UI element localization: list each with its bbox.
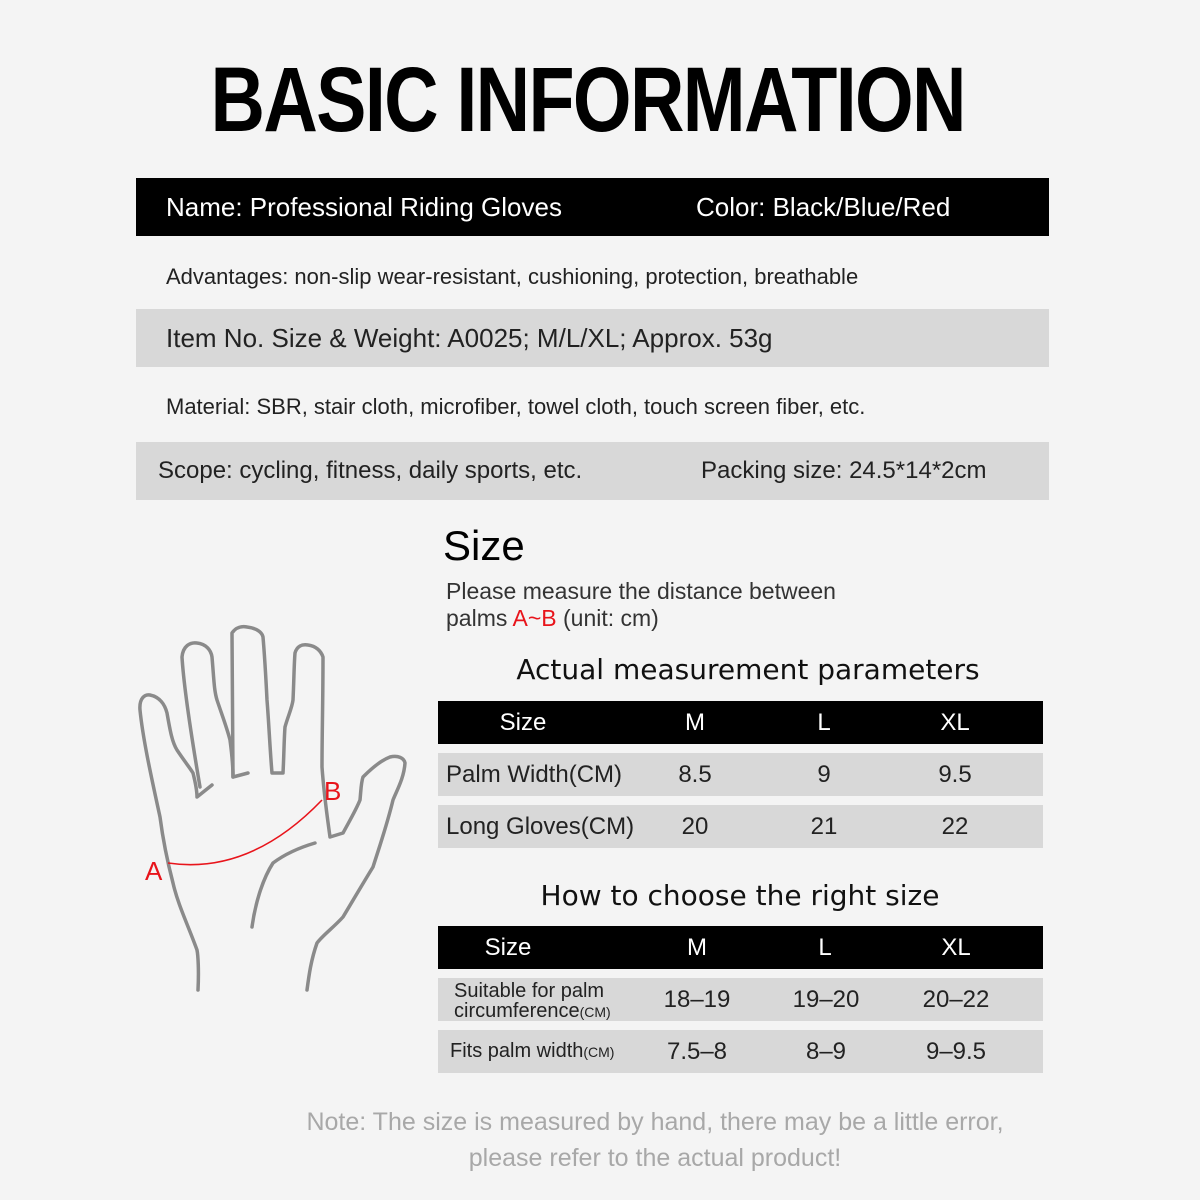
packing-size: Packing size: 24.5*14*2cm <box>701 457 987 484</box>
table-row: Suitable for palm circumference(CM) 18–1… <box>438 978 1043 1021</box>
product-name: Name: Professional Riding Gloves <box>166 192 562 222</box>
header-m: M <box>687 934 707 961</box>
cell: 20–22 <box>922 986 990 1013</box>
instruction-line-1: Please measure the distance between <box>446 578 836 604</box>
name-color-band: Name: Professional Riding Gloves Color: … <box>136 178 1049 236</box>
unit: (CM) <box>583 1044 615 1060</box>
label-line: circumference <box>454 1000 580 1022</box>
instruction-line-2: palms A~B (unit: cm) <box>446 605 836 632</box>
table2-title: How to choose the right size <box>540 879 940 912</box>
header-l: L <box>817 709 831 736</box>
table-row: Fits palm width(CM) 7.5–8 8–9 9–9.5 <box>438 1030 1043 1073</box>
measurement-arc <box>167 799 323 866</box>
product-color: Color: Black/Blue/Red <box>696 192 951 222</box>
text: palms <box>446 605 513 631</box>
palm-crease <box>250 841 317 929</box>
note-line-2: please refer to the actual product! <box>468 1144 842 1172</box>
point-a-label: A <box>145 856 163 886</box>
row-label: Suitable for palm circumference(CM) <box>454 981 650 1022</box>
label-line: Suitable for palm <box>454 980 605 1002</box>
row-label: Fits palm width(CM) <box>450 1030 650 1074</box>
header-xl: XL <box>940 709 970 736</box>
scope: Scope: cycling, fitness, daily sports, e… <box>158 457 583 484</box>
header-m: M <box>685 709 705 736</box>
table-row: Palm Width(CM) 8.5 9 9.5 <box>438 753 1043 796</box>
scope-band: Scope: cycling, fitness, daily sports, e… <box>136 442 1049 500</box>
point-b-label: B <box>324 776 341 806</box>
item-band: Item No. Size & Weight: A0025; M/L/XL; A… <box>136 309 1049 367</box>
cell: 21 <box>810 813 838 840</box>
header-size: Size <box>499 709 547 736</box>
cell: 9–9.5 <box>925 1038 987 1065</box>
cell: 22 <box>941 813 969 840</box>
note: Note: The size is measured by hand, ther… <box>250 1104 1060 1176</box>
size-heading: Size <box>443 522 525 569</box>
cell: 19–20 <box>792 986 860 1013</box>
table1-title: Actual measurement parameters <box>516 653 980 686</box>
page-title: BASIC INFORMATION <box>210 49 966 151</box>
advantages-band: Advantages: non-slip wear-resistant, cus… <box>136 248 1049 306</box>
cell: 9.5 <box>938 761 972 788</box>
row-label: Long Gloves(CM) <box>446 813 635 840</box>
row-label: Palm Width(CM) <box>446 761 623 788</box>
table-row: Long Gloves(CM) 20 21 22 <box>438 805 1043 848</box>
cell: 18–19 <box>663 986 731 1013</box>
material-band: Material: SBR, stair cloth, microfiber, … <box>136 378 1049 436</box>
table-header: Size M L XL <box>438 701 1043 744</box>
cell: 8–9 <box>805 1038 847 1065</box>
table-header: Size M L XL <box>438 926 1043 969</box>
text: (unit: cm) <box>556 605 659 631</box>
ab-label: A~B <box>512 605 557 631</box>
size-instructions: Please measure the distance between palm… <box>446 578 836 632</box>
note-line-1: Note: The size is measured by hand, ther… <box>306 1108 1004 1136</box>
header-xl: XL <box>941 934 971 961</box>
cell: 9 <box>817 761 831 788</box>
advantages: Advantages: non-slip wear-resistant, cus… <box>166 264 859 289</box>
unit: (CM) <box>579 1004 611 1020</box>
cell: 20 <box>681 813 709 840</box>
cell: 7.5–8 <box>666 1038 728 1065</box>
material: Material: SBR, stair cloth, microfiber, … <box>166 394 866 419</box>
header-l: L <box>818 934 832 961</box>
cell: 8.5 <box>678 761 712 788</box>
label-line: Fits palm width <box>450 1040 584 1062</box>
hand-outline-icon <box>138 624 407 992</box>
header-size: Size <box>484 934 532 961</box>
hand-diagram: A B <box>138 624 407 992</box>
item-size-weight: Item No. Size & Weight: A0025; M/L/XL; A… <box>166 323 773 353</box>
